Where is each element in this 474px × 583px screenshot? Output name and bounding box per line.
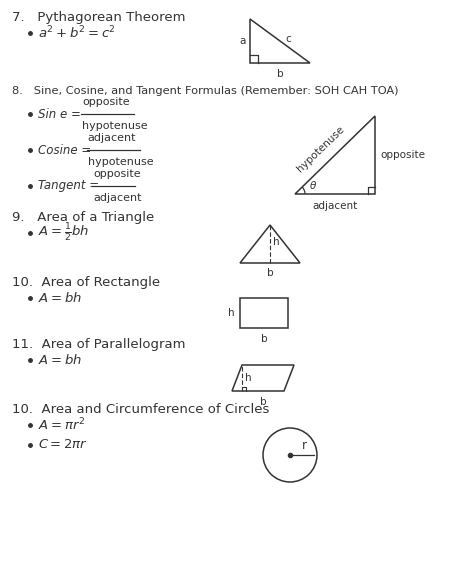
- Text: opposite: opposite: [93, 169, 141, 179]
- Text: r: r: [302, 439, 307, 452]
- Text: c: c: [285, 34, 291, 44]
- Text: 9.   Area of a Triangle: 9. Area of a Triangle: [12, 211, 154, 224]
- Text: adjacent: adjacent: [88, 133, 137, 143]
- Text: hypotenuse: hypotenuse: [88, 157, 154, 167]
- Text: $\theta$: $\theta$: [309, 179, 317, 191]
- Text: opposite: opposite: [380, 150, 425, 160]
- Text: 10.  Area and Circumference of Circles: 10. Area and Circumference of Circles: [12, 403, 269, 416]
- Text: hypotenuse: hypotenuse: [295, 124, 346, 174]
- Text: b: b: [277, 69, 283, 79]
- Text: 10.  Area of Rectangle: 10. Area of Rectangle: [12, 276, 160, 289]
- Text: 7.   Pythagorean Theorem: 7. Pythagorean Theorem: [12, 11, 185, 24]
- Text: $C = 2\pi r$: $C = 2\pi r$: [38, 438, 88, 451]
- Text: b: b: [260, 397, 266, 407]
- Text: 8.   Sine, Cosine, and Tangent Formulas (Remember: SOH CAH TOA): 8. Sine, Cosine, and Tangent Formulas (R…: [12, 86, 399, 96]
- Text: b: b: [267, 268, 273, 278]
- Text: h: h: [245, 373, 252, 383]
- Text: a: a: [240, 36, 246, 46]
- Text: Sin e =: Sin e =: [38, 107, 81, 121]
- Text: $a^2+b^2=c^2$: $a^2+b^2=c^2$: [38, 24, 116, 41]
- Text: $A = bh$: $A = bh$: [38, 353, 82, 367]
- Text: $A = \pi r^2$: $A = \pi r^2$: [38, 417, 85, 433]
- Text: Tangent =: Tangent =: [38, 180, 99, 192]
- Text: hypotenuse: hypotenuse: [82, 121, 148, 131]
- Text: h: h: [273, 237, 280, 247]
- Text: 11.  Area of Parallelogram: 11. Area of Parallelogram: [12, 338, 185, 351]
- Text: Cosine =: Cosine =: [38, 143, 91, 156]
- Text: opposite: opposite: [82, 97, 130, 107]
- Text: adjacent: adjacent: [312, 201, 357, 211]
- Bar: [240, 298, 288, 328]
- Text: $A = \frac{1}{2}bh$: $A = \frac{1}{2}bh$: [38, 222, 90, 244]
- Text: adjacent: adjacent: [93, 193, 142, 203]
- Text: b: b: [261, 334, 267, 344]
- Text: h: h: [228, 308, 235, 318]
- Text: $A = bh$: $A = bh$: [38, 291, 82, 305]
